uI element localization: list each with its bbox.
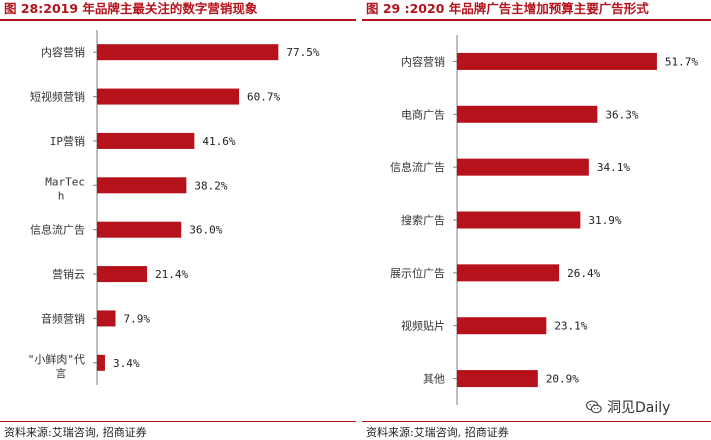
right-bar — [457, 264, 560, 282]
left-bar — [97, 177, 187, 194]
left-category-label: IP营销 — [50, 134, 85, 148]
right-bar — [457, 158, 589, 176]
left-chart-panel: 图 28:2019 年品牌主最关注的数字营销现象 内容营销 77.5% 短视频营销 6… — [0, 0, 356, 439]
left-value-label: 60.7% — [247, 91, 280, 104]
right-source-rule — [362, 421, 711, 422]
left-bar — [97, 132, 195, 149]
left-category-label: 内容营销 — [41, 45, 85, 59]
right-bar-chart: 内容营销 51.7% 电商广告 36.3% 信息流广告 34.1% 搜索广告 31.9% 展示位… — [390, 35, 698, 405]
right-category-label: 其他 — [423, 373, 445, 386]
right-value-label: 20.9% — [546, 373, 579, 386]
left-bar — [97, 266, 148, 283]
left-chart-title: 图 28:2019 年品牌主最关注的数字营销现象 — [4, 1, 258, 16]
left-value-label: 21.4% — [155, 268, 188, 281]
left-title-rule — [0, 19, 356, 21]
right-value-label: 26.4% — [567, 267, 600, 280]
left-category-label: 音频营销 — [41, 311, 85, 325]
left-value-label: 36.0% — [189, 224, 222, 237]
left-bar-chart: 内容营销 77.5% 短视频营销 60.7% IP营销 41.6% MarTec h 38.2%… — [28, 30, 320, 385]
right-title-rule — [362, 19, 711, 21]
right-chart-panel: 图 29 :2020 年品牌广告主增加预算主要广告形式 内容营销 51.7% 电商广… — [362, 0, 711, 439]
wechat-watermark: 洞见Daily — [585, 395, 670, 419]
left-value-label: 7.9% — [123, 312, 150, 325]
right-chart-title: 图 29 :2020 年品牌广告主增加预算主要广告形式 — [366, 1, 649, 16]
right-bar — [457, 317, 547, 335]
right-value-label: 23.1% — [554, 320, 587, 333]
right-category-label: 信息流广告 — [390, 160, 445, 174]
left-value-label: 41.6% — [202, 135, 235, 148]
wechat-icon — [585, 400, 602, 414]
left-bar — [97, 354, 105, 371]
left-category-label: MarTec h — [45, 175, 85, 202]
left-bar — [97, 88, 240, 105]
right-category-label: 视频贴片 — [401, 319, 445, 333]
right-bar — [457, 211, 581, 229]
right-category-label: 搜索广告 — [401, 213, 445, 227]
left-category-label: 短视频营销 — [30, 90, 85, 104]
left-category-label: "小鲜肉"代言 — [28, 352, 85, 380]
left-value-label: 77.5% — [286, 46, 319, 59]
right-source-note: 资料来源:艾瑞咨询, 招商证券 — [366, 426, 509, 439]
right-bar — [457, 370, 538, 388]
left-bar — [97, 221, 182, 238]
right-value-label: 31.9% — [588, 214, 621, 227]
right-category-label: 展示位广告 — [390, 266, 445, 280]
left-bar — [97, 44, 279, 61]
right-category-label: 内容营销 — [401, 54, 445, 68]
left-category-label: 信息流广告 — [30, 223, 85, 237]
watermark-text: 洞见Daily — [607, 400, 671, 416]
left-value-label: 38.2% — [194, 179, 227, 192]
right-value-label: 36.3% — [605, 108, 638, 121]
left-category-label: 营销云 — [52, 267, 85, 281]
left-source-rule — [0, 421, 356, 422]
right-bar — [457, 52, 657, 70]
left-bar — [97, 310, 116, 327]
left-value-label: 3.4% — [113, 357, 140, 370]
left-source-note: 资料来源:艾瑞咨询, 招商证券 — [4, 426, 147, 439]
right-category-label: 电商广告 — [401, 107, 445, 121]
right-value-label: 34.1% — [597, 161, 630, 174]
right-bar — [457, 105, 598, 123]
right-value-label: 51.7% — [665, 55, 698, 68]
